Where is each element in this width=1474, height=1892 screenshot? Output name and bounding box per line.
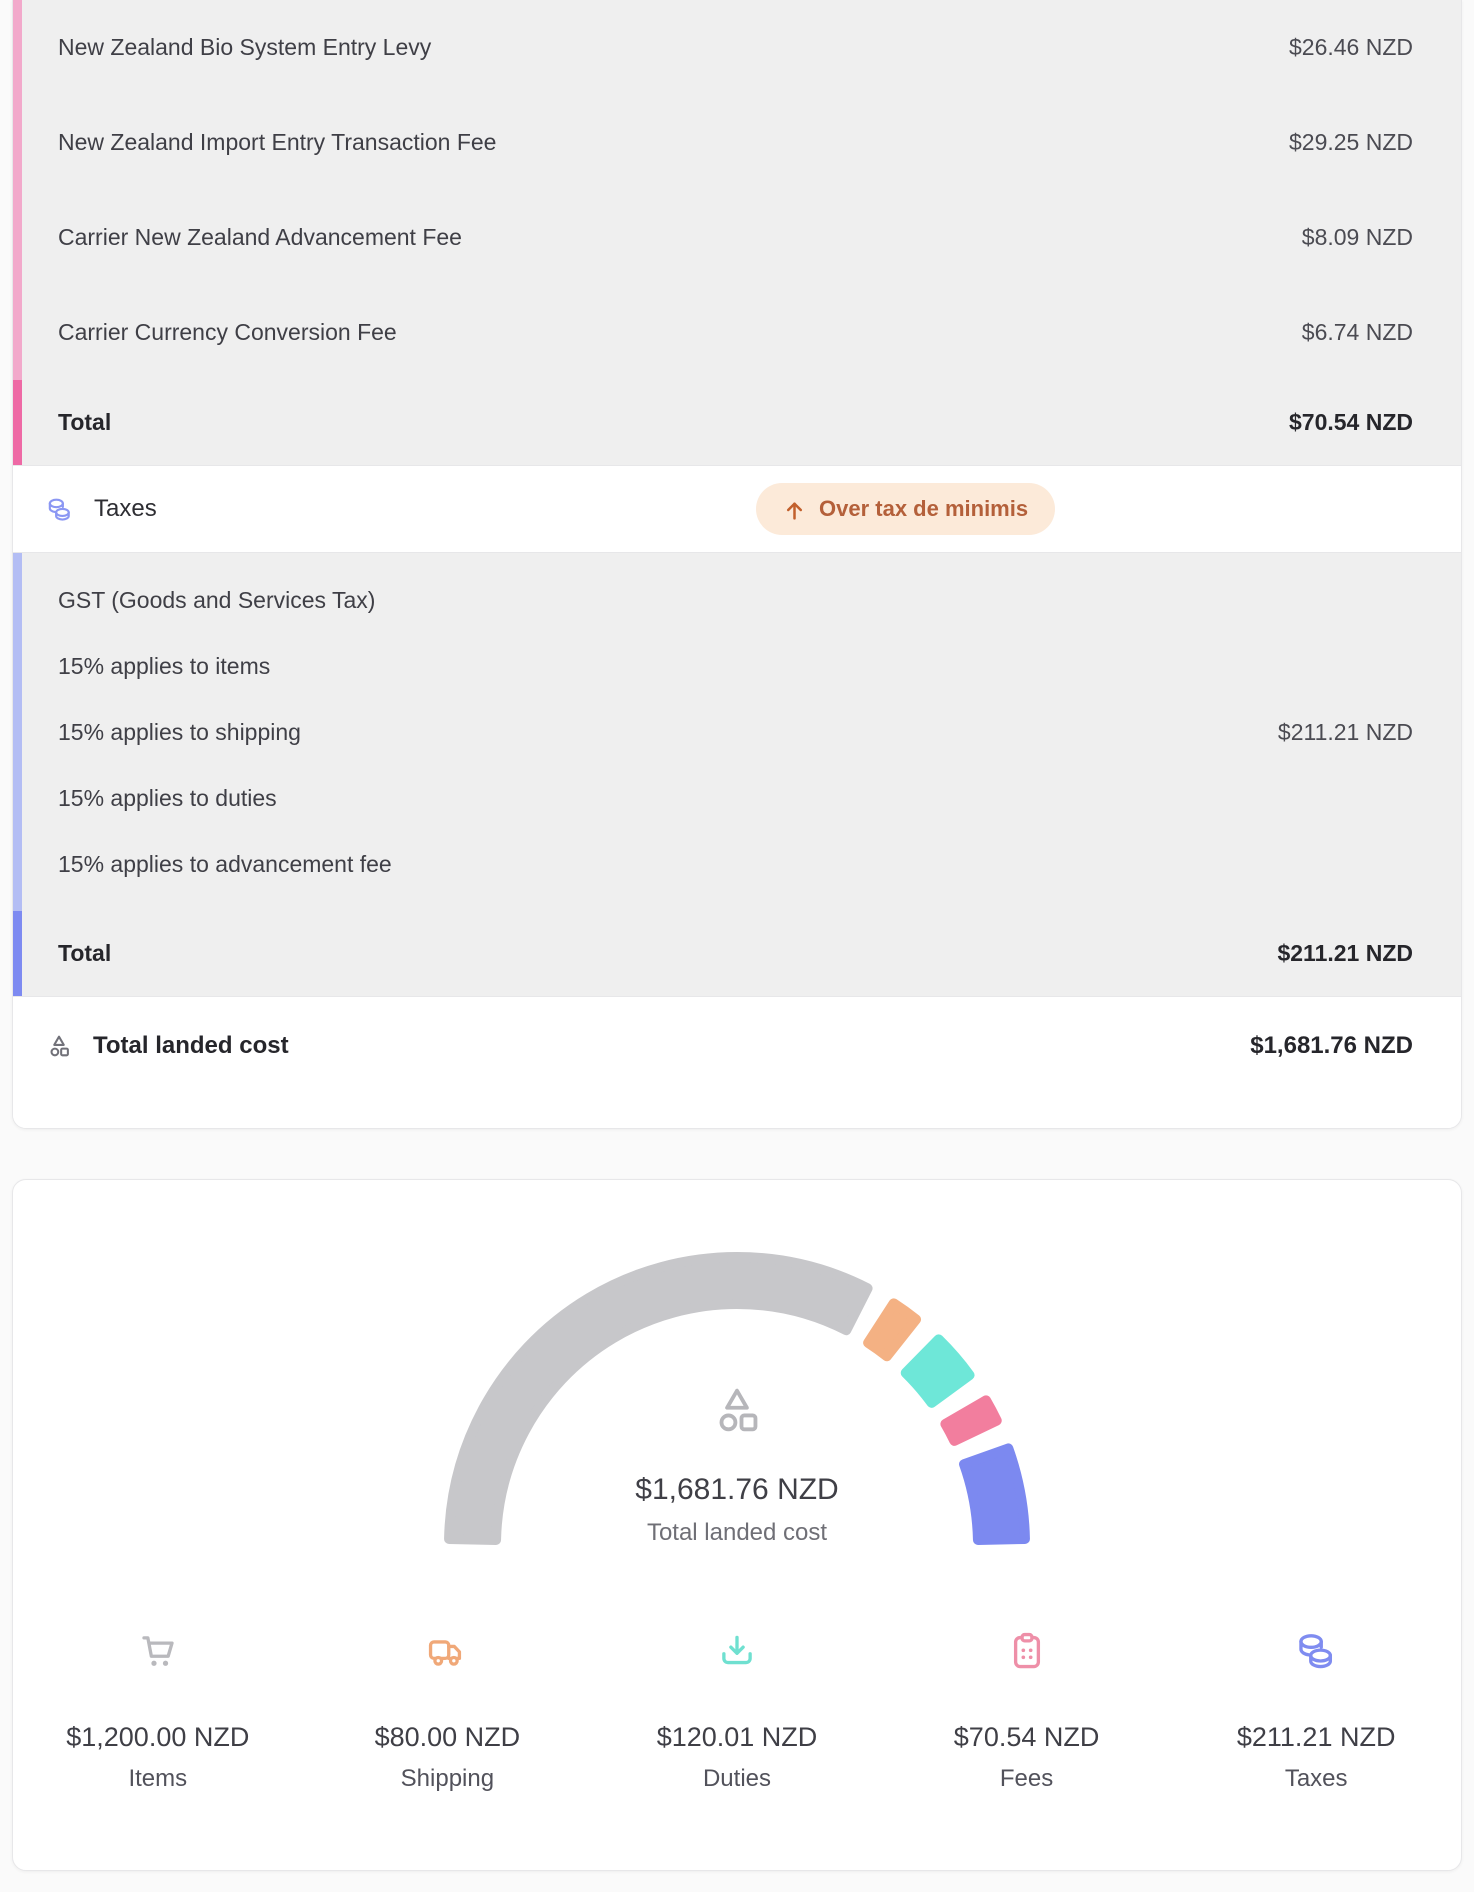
fees-total-row: Total $70.54 NZD [13, 380, 1461, 465]
badge-label: Over tax de minimis [819, 496, 1029, 521]
taxes-total-row: Total $211.21 NZD [13, 911, 1461, 996]
gst-label: GST (Goods and Services Tax) [58, 586, 376, 613]
gauge-legend: $1,200.00 NZD Items $80.00 NZD Shipping [13, 1615, 1461, 1793]
summary-amount: $1,681.76 NZD [1250, 1031, 1413, 1059]
coins-icon [1171, 1630, 1461, 1672]
fees-total-amount: $70.54 NZD [1288, 409, 1413, 435]
legend-label: Duties [702, 1765, 771, 1792]
gst-amount: $211.21 NZD [1277, 718, 1413, 745]
gauge-segment-fees [940, 1395, 1002, 1446]
legend-item-shipping: $80.00 NZD Shipping [303, 1615, 593, 1793]
over-de-minimis-badge: Over tax de minimis [756, 483, 1056, 535]
legend-amount: $120.01 NZD [656, 1722, 818, 1752]
legend-label: Taxes [1284, 1765, 1348, 1792]
legend-item-taxes: $211.21 NZD Taxes [1171, 1615, 1461, 1793]
fee-amount: $29.25 NZD [1288, 129, 1413, 155]
legend-amount: $80.00 NZD [374, 1722, 521, 1752]
summary-label: Total landed cost [93, 1031, 289, 1059]
taxes-header-row: Taxes Over tax de minimis [13, 465, 1461, 553]
gst-row: GST (Goods and Services Tax) [22, 567, 1461, 633]
fee-row: Carrier New Zealand Advancement Fee $8.0… [22, 190, 1461, 285]
gst-row: 15% applies to items [22, 633, 1461, 699]
gst-label: 15% applies to shipping [58, 718, 301, 745]
gauge-segment-shipping [863, 1298, 922, 1362]
legend-label: Items [128, 1765, 188, 1792]
gst-section: GST (Goods and Services Tax) 15% applies… [13, 553, 1461, 911]
fee-label: Carrier Currency Conversion Fee [58, 319, 397, 345]
legend-amount: $211.21 NZD [1236, 1722, 1396, 1752]
legend-label: Shipping [400, 1765, 495, 1792]
legend-item-fees: $70.54 NZD Fees [882, 1615, 1172, 1793]
total-landed-cost-row: Total landed cost $1,681.76 NZD [13, 996, 1461, 1128]
gst-label: 15% applies to duties [58, 784, 277, 811]
fee-label: New Zealand Bio System Entry Levy [58, 34, 432, 60]
coins-icon [46, 496, 73, 523]
gst-row: 15% applies to duties [22, 765, 1461, 831]
clipboard-icon [882, 1630, 1172, 1672]
arrow-up-icon [783, 496, 806, 522]
fee-row: Carrier Currency Conversion Fee $6.74 NZ… [22, 285, 1461, 380]
legend-amount: $70.54 NZD [953, 1722, 1100, 1752]
download-icon [592, 1630, 882, 1672]
fee-label: Carrier New Zealand Advancement Fee [58, 224, 462, 250]
gst-row: 15% applies to shipping $211.21 NZD [22, 699, 1461, 765]
legend-item-items: $1,200.00 NZD Items [13, 1615, 303, 1793]
gst-label: 15% applies to items [58, 652, 271, 679]
taxes-header-label: Taxes [94, 495, 157, 522]
gauge-segment-items [444, 1252, 873, 1545]
fee-amount: $26.46 NZD [1288, 34, 1413, 60]
gauge-chart [427, 1230, 1047, 1552]
legend-label: Fees [999, 1765, 1054, 1792]
taxes-total-amount: $211.21 NZD [1277, 940, 1413, 966]
landed-cost-icon [46, 1033, 72, 1059]
truck-icon [303, 1630, 593, 1672]
taxes-total-label: Total [58, 940, 112, 966]
card-landed-cost-breakdown: New Zealand Bio System Entry Levy $26.46… [12, 0, 1462, 1129]
gauge-card: $1,681.76 NZD Total landed cost $1,200.0… [12, 1179, 1462, 1871]
fees-total-label: Total [58, 409, 112, 435]
legend-amount: $1,200.00 NZD [66, 1722, 250, 1752]
fee-row: New Zealand Bio System Entry Levy $26.46… [22, 0, 1461, 95]
gauge-segment-taxes [959, 1443, 1030, 1545]
fee-row: New Zealand Import Entry Transaction Fee… [22, 95, 1461, 190]
gst-label: 15% applies to advancement fee [58, 850, 392, 877]
cart-icon [13, 1630, 303, 1672]
fees-section: New Zealand Bio System Entry Levy $26.46… [13, 0, 1461, 380]
gauge-segment-duties [900, 1334, 975, 1408]
fee-amount: $8.09 NZD [1301, 224, 1413, 250]
gst-row: 15% applies to advancement fee [22, 831, 1461, 897]
legend-item-duties: $120.01 NZD Duties [592, 1615, 882, 1793]
fee-label: New Zealand Import Entry Transaction Fee [58, 129, 497, 155]
fee-amount: $6.74 NZD [1301, 319, 1413, 345]
